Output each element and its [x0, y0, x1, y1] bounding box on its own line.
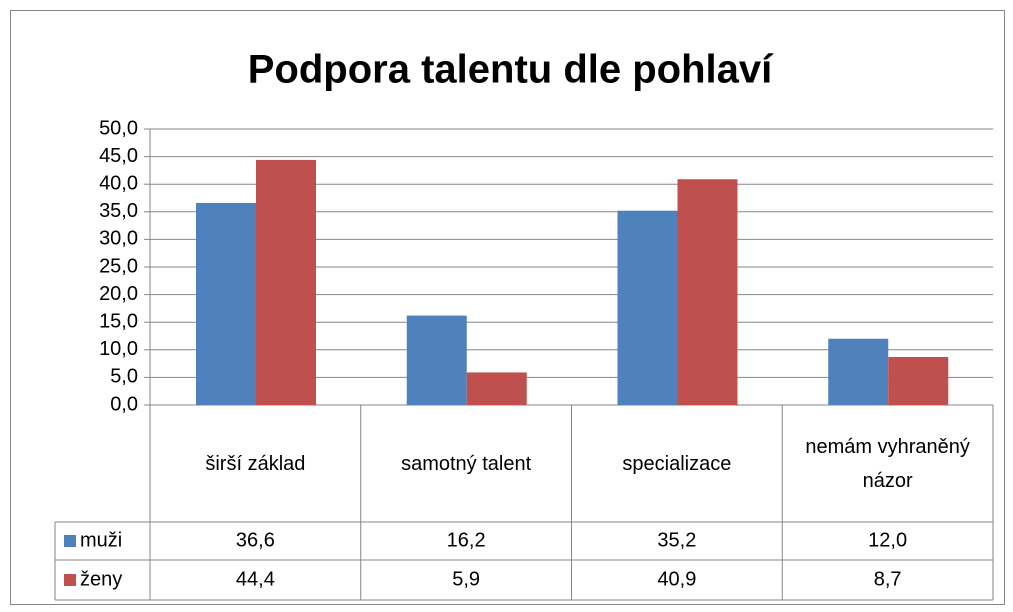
category-cell: specializace — [622, 452, 732, 475]
x-tick-label: širší základ — [205, 452, 306, 475]
bar — [196, 202, 256, 405]
bar — [466, 372, 527, 405]
y-tick-label: 15,0 — [99, 310, 138, 332]
table-value: 44,4 — [236, 568, 275, 590]
legend-swatch — [64, 574, 76, 586]
chart-title: Podpora talentu dle pohlaví — [248, 48, 774, 92]
legend-label: ženy — [80, 568, 122, 590]
table-value: 5,9 — [452, 568, 480, 590]
y-tick-label: 45,0 — [99, 145, 138, 167]
bar — [256, 159, 316, 405]
chart-border — [10, 10, 1005, 605]
x-tick-label: samotný talent — [401, 452, 532, 475]
category-cell: nemám vyhraněný názor — [805, 435, 970, 492]
bar — [406, 315, 467, 405]
table-value: 36,6 — [236, 529, 275, 551]
category-cell: samotný talent — [401, 452, 532, 475]
y-tick-label: 50,0 — [99, 117, 138, 139]
table-value: 12,0 — [868, 529, 907, 551]
bar — [888, 356, 949, 405]
table-value: 8,7 — [874, 568, 902, 590]
legend-swatch — [64, 535, 76, 547]
y-tick-label: 35,0 — [99, 200, 138, 222]
bar — [677, 179, 738, 405]
bar — [828, 338, 889, 405]
legend-label: muži — [80, 529, 122, 551]
y-tick-label: 20,0 — [99, 283, 138, 305]
table-value: 40,9 — [657, 568, 696, 590]
category-cell: širší základ — [205, 452, 306, 475]
x-tick-label: specializace — [622, 452, 732, 475]
bar — [617, 210, 678, 405]
y-tick-label: 40,0 — [99, 172, 138, 194]
y-tick-label: 30,0 — [99, 228, 138, 250]
y-tick-label: 10,0 — [99, 338, 138, 360]
y-tick-label: 0,0 — [110, 393, 138, 415]
table-value: 35,2 — [657, 529, 696, 551]
table-value: 16,2 — [447, 529, 486, 551]
x-tick-label: nemám vyhraněný názor — [805, 435, 970, 492]
y-tick-label: 5,0 — [110, 366, 138, 388]
y-tick-label: 25,0 — [99, 255, 138, 277]
